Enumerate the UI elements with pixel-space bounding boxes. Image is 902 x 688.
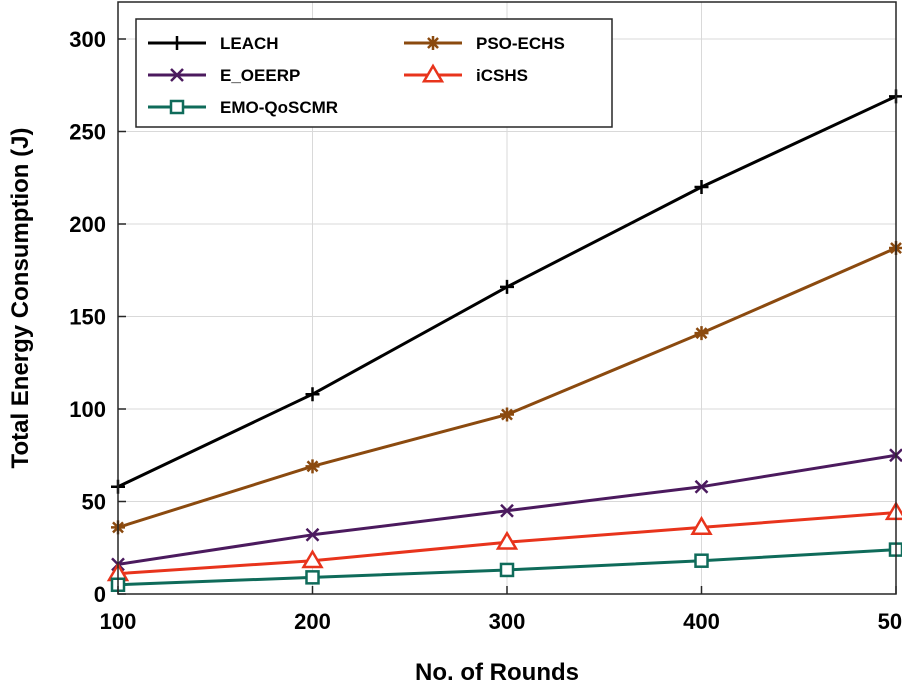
legend-label: EMO-QoSCMR [220,98,338,117]
data-point-marker [500,503,514,518]
legend-entry: E_OEERP [148,66,300,85]
data-point-marker [495,530,519,550]
data-point-marker [305,527,320,542]
legend-entry: EMO-QoSCMR [148,98,338,117]
data-point-marker [694,326,709,341]
legend-label: E_OEERP [220,66,300,85]
y-tick-label: 250 [69,120,106,145]
legend-entry: PSO-ECHS [404,34,565,53]
y-tick-label: 100 [69,397,106,422]
x-axis-title: No. of Rounds [415,659,579,686]
data-point-marker [690,515,713,535]
legend-marker [421,63,445,83]
y-tick-label: 200 [69,212,106,237]
series-e-oeerp [111,448,902,572]
x-tick-label: 400 [683,609,720,634]
x-tick-label: 200 [294,609,331,634]
legend: LEACH PSO-ECHS E_OEERP iCSHS EMO-QoSCMR [135,18,613,128]
data-point-marker [694,479,709,494]
legend-label: iCSHS [476,66,528,85]
legend-label: LEACH [220,34,279,53]
legend-marker [169,99,185,115]
legend-marker [426,36,440,50]
data-point-marker [305,459,320,474]
x-axis: 100 200 300 400 500 [100,586,902,634]
data-point-marker [305,570,320,585]
data-point-marker [500,279,514,294]
data-point-marker [694,180,709,194]
y-tick-label: 0 [94,582,106,607]
legend-box [135,18,613,128]
legend-entry: LEACH [148,34,279,53]
series-emo-qoscmr [110,542,902,592]
y-axis-title: Total Energy Consumption (J) [7,128,34,469]
legend-label: PSO-ECHS [476,34,565,53]
legend-marker [170,68,184,82]
legend-entry: iCSHS [404,63,528,85]
y-tick-label: 300 [69,27,106,52]
x-tick-label: 100 [100,609,137,634]
y-tick-label: 150 [69,305,106,330]
data-point-marker [500,407,514,422]
x-tick-label: 500 [878,609,902,634]
legend-marker [170,36,184,50]
data-point-marker [499,562,515,578]
y-tick-label: 50 [82,490,106,515]
x-tick-label: 300 [489,609,526,634]
y-axis: 0 50 100 150 200 250 300 [69,27,126,607]
data-point-marker [694,553,709,568]
series-layer [106,89,902,592]
data-point-marker [305,387,320,402]
data-point-marker [301,549,324,569]
